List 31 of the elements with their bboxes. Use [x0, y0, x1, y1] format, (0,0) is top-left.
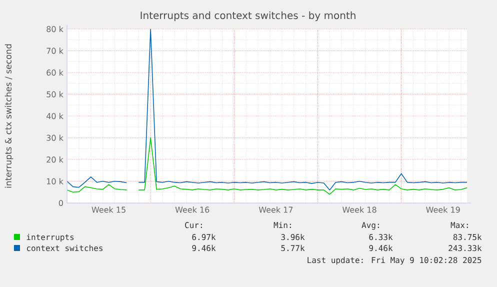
chart-title: Interrupts and context switches - by month: [140, 11, 356, 22]
text: 243.33k: [448, 244, 482, 252]
text: 9.46k: [369, 244, 393, 252]
text: 5.77k: [281, 244, 305, 252]
legend-label: context switches: [26, 244, 102, 252]
text: Cur:: [185, 222, 202, 228]
y-tick-label: 30 k: [46, 134, 64, 141]
y-axis-title: interrupts & ctx switches / second: [4, 44, 14, 188]
y-tick-label: 10 k: [46, 178, 64, 184]
x-tick-label: Week 18: [342, 206, 376, 213]
text: Min:: [274, 222, 291, 228]
y-tick-label: 40 k: [46, 112, 64, 120]
y-tick-label: 50 k: [46, 91, 64, 98]
y-tick-label: 60 k: [46, 69, 64, 76]
text: 6.97k: [192, 234, 216, 240]
x-tick-label: Week 15: [92, 206, 126, 213]
y-tick-label: 70 k: [46, 48, 64, 54]
y-tick-label: 20 k: [46, 156, 64, 163]
x-tick-label: Week 16: [175, 206, 210, 213]
text: 83.75k: [453, 234, 482, 240]
x-tick-label: Week 17: [258, 206, 293, 213]
legend-label: interrupts: [26, 234, 74, 242]
text: 9.46k: [192, 244, 216, 252]
x-tick-label: Week 19: [426, 206, 460, 213]
text: 6.33k: [369, 234, 393, 240]
text: Last update: Fri May 9 10:02:28 2025: [308, 256, 482, 265]
text: 3.96k: [281, 234, 305, 240]
y-tick-label: 80 k: [46, 26, 64, 32]
y-tick-label: 0: [58, 200, 63, 206]
text: Avg:: [362, 222, 379, 230]
text: Max:: [450, 222, 468, 228]
